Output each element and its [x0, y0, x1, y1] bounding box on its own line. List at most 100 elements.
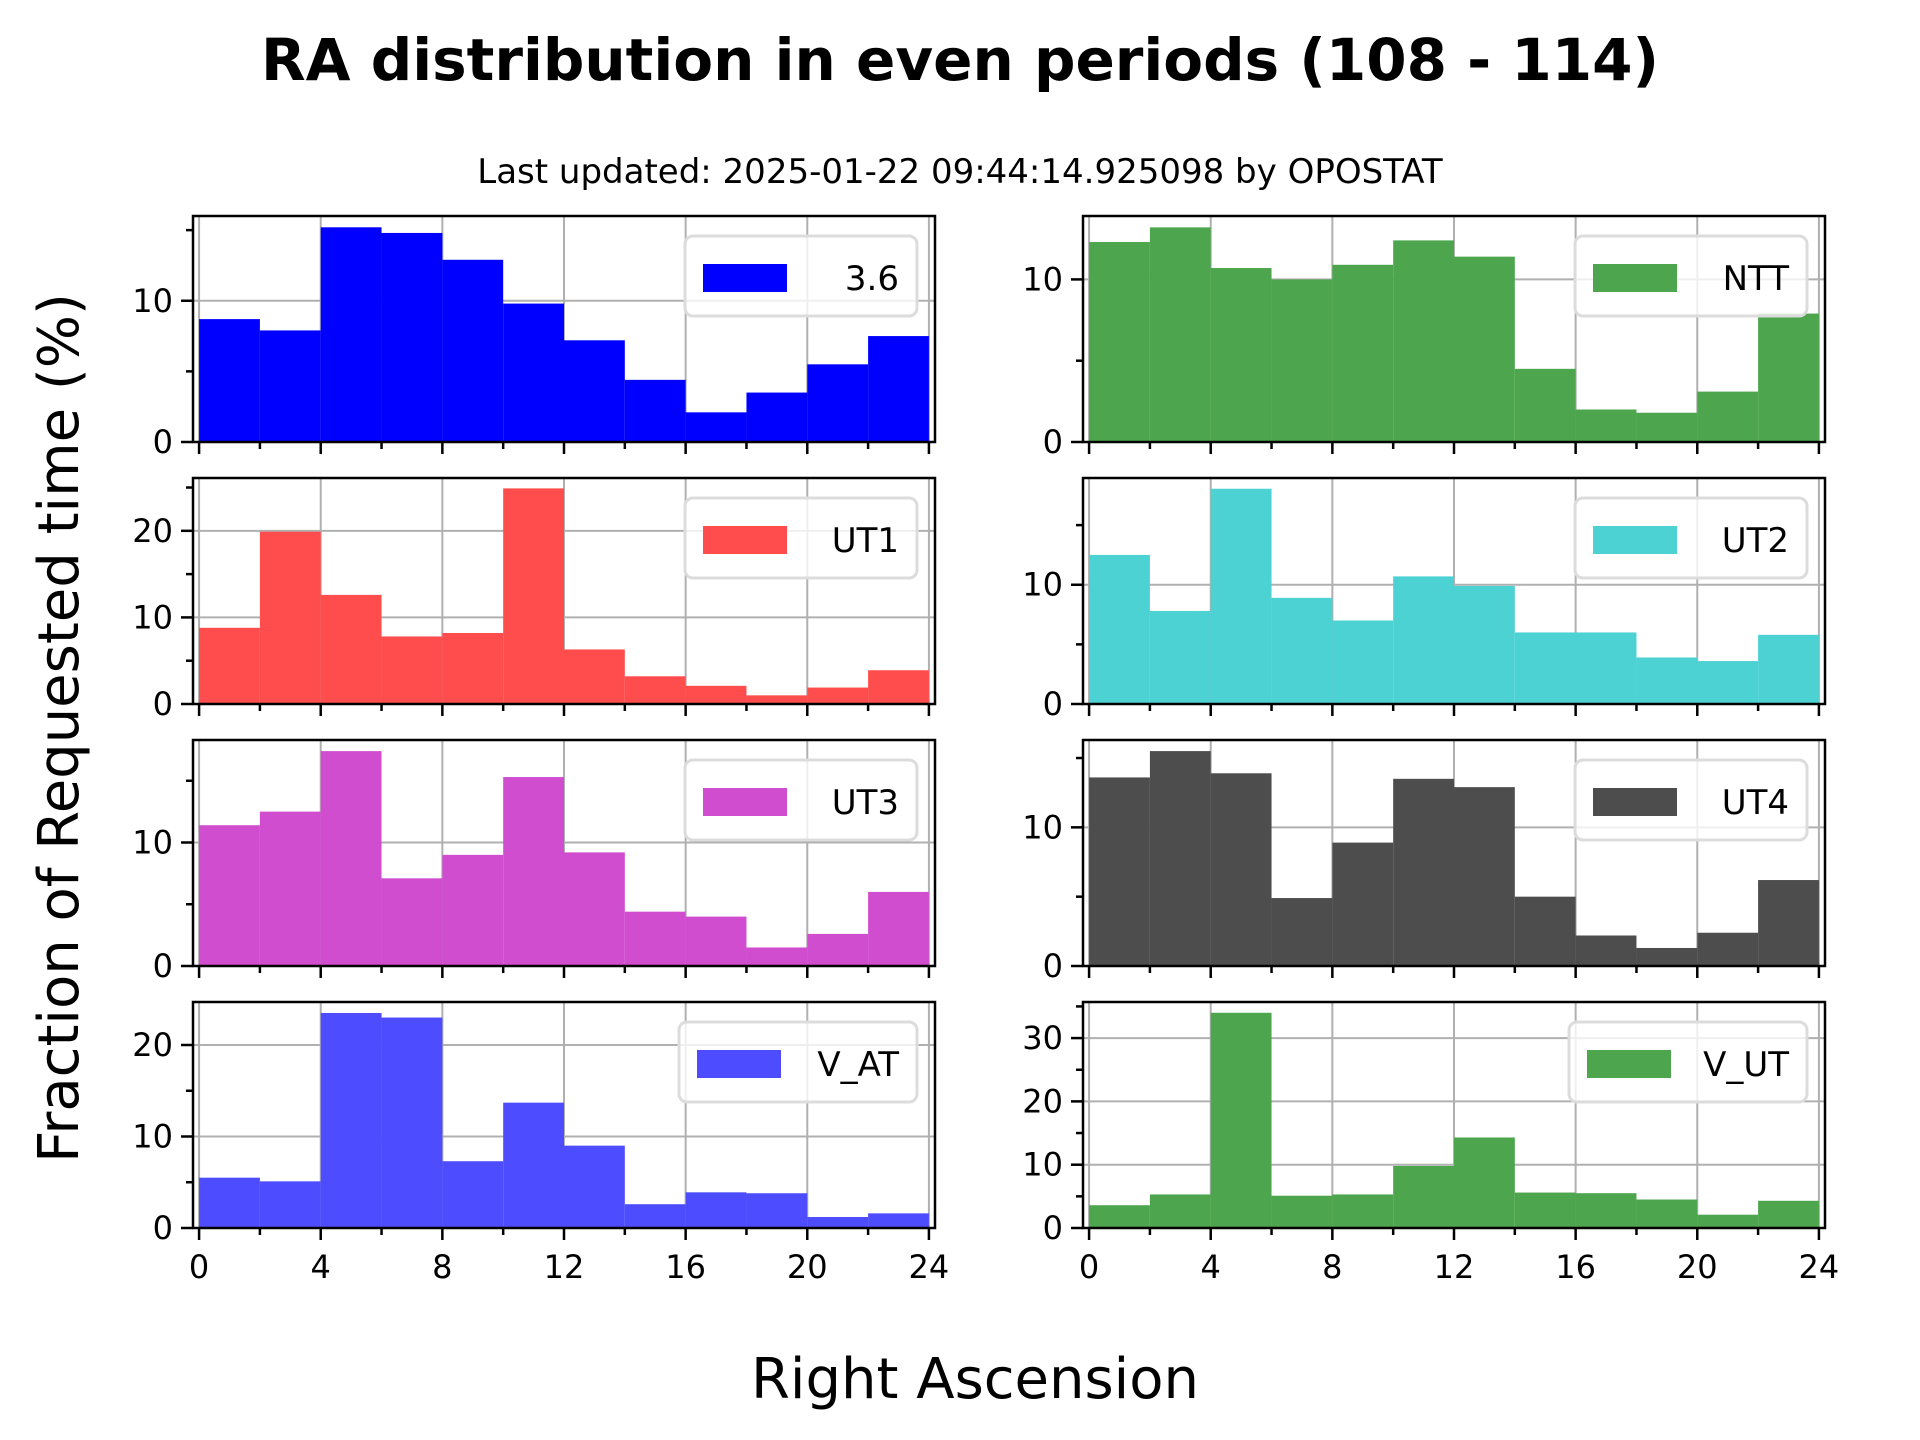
subplot-ut2: 0 10 UT2	[1022, 476, 1827, 723]
bar-3-6	[807, 364, 869, 442]
y-tick-label: 0	[153, 423, 173, 461]
bar-v-at	[320, 1012, 382, 1228]
x-tick-label: 12	[544, 1248, 585, 1286]
bar-ut4	[1210, 773, 1272, 966]
x-tick-label: 4	[311, 1248, 331, 1286]
y-tick-label: 10	[132, 824, 173, 862]
subplot-3-6: 0 10 3.6	[132, 214, 937, 461]
bar-v-ut	[1514, 1192, 1576, 1228]
y-tick-label: 10	[1022, 260, 1063, 298]
x-tick-label: 8	[1322, 1248, 1342, 1286]
chart-subtitle: Last updated: 2025-01-22 09:44:14.925098…	[477, 152, 1443, 192]
bar-ut3	[381, 878, 443, 966]
bar-ut2	[1393, 576, 1454, 704]
bar-v-ut	[1089, 1205, 1150, 1228]
bar-ut2	[1575, 632, 1637, 704]
y-tick-label: 10	[1022, 808, 1063, 846]
bar-ut4	[1332, 842, 1394, 966]
bar-v-ut	[1636, 1199, 1698, 1228]
legend-label: V_UT	[1703, 1045, 1789, 1085]
bar-ut1	[503, 488, 564, 704]
legend-ntt: NTT	[1573, 234, 1809, 318]
legend-label: UT1	[832, 521, 899, 561]
bar-ut2	[1758, 634, 1819, 704]
bar-3-6	[320, 227, 382, 442]
x-axis-label: Right Ascension	[751, 1347, 1199, 1412]
legend-box	[677, 1020, 919, 1104]
legend-label: V_AT	[817, 1045, 899, 1085]
bar-v-at	[503, 1102, 564, 1228]
bar-v-at	[746, 1193, 808, 1228]
x-tick-label: 24	[1799, 1248, 1840, 1286]
y-tick-label: 0	[1043, 685, 1063, 723]
bar-3-6	[199, 319, 260, 442]
bar-ntt	[1149, 227, 1211, 442]
bar-v-at	[624, 1204, 686, 1228]
bar-ut1	[868, 670, 929, 704]
bar-ut1	[320, 594, 382, 704]
bar-3-6	[746, 392, 808, 442]
bar-ntt	[1636, 412, 1698, 442]
legend-box	[1573, 758, 1809, 842]
legend-swatch	[1593, 788, 1677, 816]
bar-ut3	[503, 777, 564, 966]
legend-ut3: UT3	[683, 758, 919, 842]
bar-v-ut	[1332, 1194, 1394, 1228]
legend-swatch	[1587, 1050, 1671, 1078]
y-tick-label: 10	[132, 1118, 173, 1156]
y-axis-label: Fraction of Requested time (%)	[27, 293, 92, 1163]
legend-ut2: UT2	[1573, 496, 1809, 580]
bar-ut1	[624, 676, 686, 704]
bar-ut1	[807, 687, 869, 704]
bar-3-6	[259, 330, 321, 442]
bar-3-6	[685, 412, 747, 442]
subplot-ntt: 0 10 NTT	[1022, 214, 1827, 461]
bar-v-ut	[1758, 1200, 1819, 1228]
legend-v-ut: V_UT	[1567, 1020, 1809, 1104]
y-tick-label: 0	[153, 1209, 173, 1247]
y-tick-label: 10	[1022, 566, 1063, 604]
bar-v-ut	[1271, 1195, 1333, 1228]
bar-ntt	[1697, 391, 1759, 442]
y-tick-label: 10	[1022, 1146, 1063, 1184]
legend-label: UT3	[832, 783, 899, 823]
bar-ntt	[1758, 313, 1819, 442]
y-tick-label: 10	[132, 598, 173, 636]
bar-ut4	[1454, 787, 1515, 966]
legend-swatch	[703, 526, 787, 554]
bar-v-at	[259, 1181, 321, 1228]
x-tick-label: 0	[1079, 1248, 1099, 1286]
bar-ntt	[1332, 264, 1394, 442]
bar-ut4	[1149, 751, 1211, 966]
bar-ntt	[1393, 240, 1454, 442]
legend-swatch	[697, 1050, 781, 1078]
bar-ut4	[1514, 896, 1576, 966]
bar-3-6	[868, 336, 929, 442]
bar-v-at	[442, 1161, 504, 1228]
bar-ntt	[1514, 368, 1576, 442]
y-tick-label: 0	[1043, 423, 1063, 461]
subplot-v-at: 0 10 20 0 4 8 12 16 20 24 V_AT	[132, 1000, 949, 1286]
bar-ut3	[259, 811, 321, 966]
bar-v-ut	[1575, 1193, 1637, 1228]
y-tick-label: 20	[132, 1026, 173, 1064]
y-tick-label: 20	[132, 512, 173, 550]
bar-v-at	[868, 1213, 929, 1228]
y-tick-label: 0	[153, 685, 173, 723]
bar-ut3	[320, 751, 382, 966]
bar-ut4	[1575, 935, 1637, 966]
bar-ut3	[685, 916, 747, 966]
legend-label: UT2	[1722, 521, 1789, 561]
bar-ut3	[199, 825, 260, 966]
subplots-grid: 0 10 3.6 0 10 NTT 0 10 20 UT1 0 10 UT2 0 10 UT3 0 10 UT4 0 1…	[132, 214, 1840, 1286]
legend-3-6: 3.6	[683, 234, 919, 318]
chart-title: RA distribution in even periods (108 - 1…	[261, 26, 1659, 94]
legend-swatch	[703, 788, 787, 816]
legend-ut1: UT1	[683, 496, 919, 580]
x-tick-label: 0	[189, 1248, 209, 1286]
legend-swatch	[1593, 264, 1677, 292]
bar-ut3	[442, 854, 504, 966]
legend-swatch	[1593, 526, 1677, 554]
legend-box	[1573, 234, 1809, 318]
